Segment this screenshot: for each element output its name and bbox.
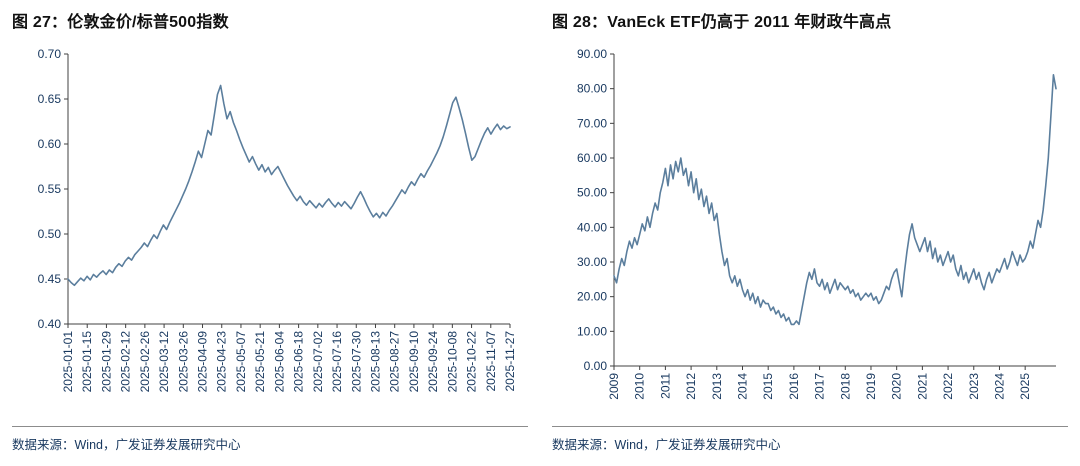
y-tick-label: 70.00: [577, 116, 607, 130]
x-tick-label: 2012: [684, 373, 698, 400]
x-tick-label: 2025-01-29: [99, 331, 113, 393]
y-tick-label: 0.70: [38, 47, 62, 61]
x-tick-label: 2014: [735, 373, 749, 400]
y-tick-label: 0.60: [38, 137, 62, 151]
x-tick-label: 2019: [864, 373, 878, 400]
x-tick-label: 2018: [838, 373, 852, 400]
series-line: [613, 73, 1057, 326]
x-tick-label: 2025-05-21: [253, 331, 267, 393]
x-tick-label: 2025-10-22: [465, 331, 479, 393]
x-tick-label: 2025: [1018, 373, 1032, 400]
x-tick-label: 2017: [813, 373, 827, 400]
x-tick-label: 2025-08-27: [388, 331, 402, 393]
x-tick-label: 2023: [967, 373, 981, 400]
y-tick-label: 60.00: [577, 151, 607, 165]
y-tick-label: 30.00: [577, 255, 607, 269]
x-tick-label: 2025-03-12: [157, 331, 171, 393]
y-tick-label: 0.50: [38, 227, 62, 241]
y-tick-label: 0.40: [38, 317, 62, 331]
y-tick-label: 0.65: [38, 92, 62, 106]
x-tick-label: 2025-09-10: [407, 331, 421, 393]
x-tick-label: 2020: [890, 373, 904, 400]
figures-row: 图 27：伦敦金价/标普500指数 0.40 0.45 0.50 0.55 0.60 0.…: [0, 0, 1080, 453]
x-tick-label: 2025-05-07: [234, 331, 248, 393]
x-tick-label: 2025-11-27: [503, 331, 517, 392]
figure-28: 图 28：VanEck ETF仍高于 2011 年财政牛高点 0.00 10.00…: [540, 0, 1080, 453]
y-tick-label: 0.55: [38, 182, 62, 196]
x-tick-label: 2025-09-24: [426, 331, 440, 393]
x-tick-label: 2024: [992, 373, 1006, 400]
figure-27: 图 27：伦敦金价/标普500指数 0.40 0.45 0.50 0.55 0.60 0.…: [0, 0, 540, 453]
series-line: [67, 84, 511, 287]
gold-sp500-ratio-line-chart: 0.40 0.45 0.50 0.55 0.60 0.65 0.70 2025-01-01 20…: [38, 47, 517, 393]
x-tick-label: 2016: [787, 373, 801, 400]
x-tick-label: 2025-08-13: [368, 331, 382, 393]
x-tick-label: 2025-07-30: [349, 331, 363, 393]
x-tick-label: 2025-10-08: [445, 331, 459, 393]
y-tick-label: 20.00: [577, 290, 607, 304]
x-tick-label: 2025-04-23: [215, 331, 229, 393]
y-tick-label: 80.00: [577, 82, 607, 96]
x-tick-label: 2010: [633, 373, 647, 400]
figure-27-title: 图 27：伦敦金价/标普500指数: [12, 14, 229, 31]
x-tick-label: 2022: [941, 373, 955, 400]
y-tick-label: 0.45: [38, 272, 62, 286]
x-tick-label: 2025-03-26: [176, 331, 190, 393]
y-tick-label: 50.00: [577, 186, 607, 200]
figure-28-title: 图 28：VanEck ETF仍高于 2011 年财政牛高点: [552, 14, 892, 31]
y-tick-label: 10.00: [577, 324, 607, 338]
x-tick-label: 2025-11-07: [484, 331, 498, 392]
x-tick-label: 2025-02-12: [119, 331, 133, 393]
x-tick-label: 2021: [915, 373, 929, 400]
figure-28-source: 数据来源：Wind，广发证券发展研究中心: [552, 426, 1068, 453]
vaneck-etf-line-chart: 0.00 10.00 20.00 30.00 40.00 50.00 60.00 70.00 8…: [577, 47, 1057, 400]
x-tick-label: 2011: [658, 373, 672, 399]
y-tick-label: 0.00: [584, 359, 608, 373]
x-tick-label: 2015: [761, 373, 775, 400]
x-tick-label: 2009: [607, 373, 621, 400]
x-tick-label: 2013: [710, 373, 724, 400]
figure-27-source: 数据来源：Wind，广发证券发展研究中心: [12, 426, 528, 453]
x-tick-label: 2025-06-18: [292, 331, 306, 393]
x-tick-label: 2025-06-04: [272, 331, 286, 393]
x-tick-label: 2025-04-09: [196, 331, 210, 393]
x-tick-label: 2025-01-15: [80, 331, 94, 393]
x-tick-label: 2025-02-26: [138, 331, 152, 393]
x-tick-label: 2025-07-16: [330, 331, 344, 393]
x-tick-label: 2025-01-01: [61, 331, 75, 393]
y-tick-label: 40.00: [577, 220, 607, 234]
y-tick-label: 90.00: [577, 47, 607, 61]
x-tick-label: 2025-07-02: [311, 331, 325, 393]
